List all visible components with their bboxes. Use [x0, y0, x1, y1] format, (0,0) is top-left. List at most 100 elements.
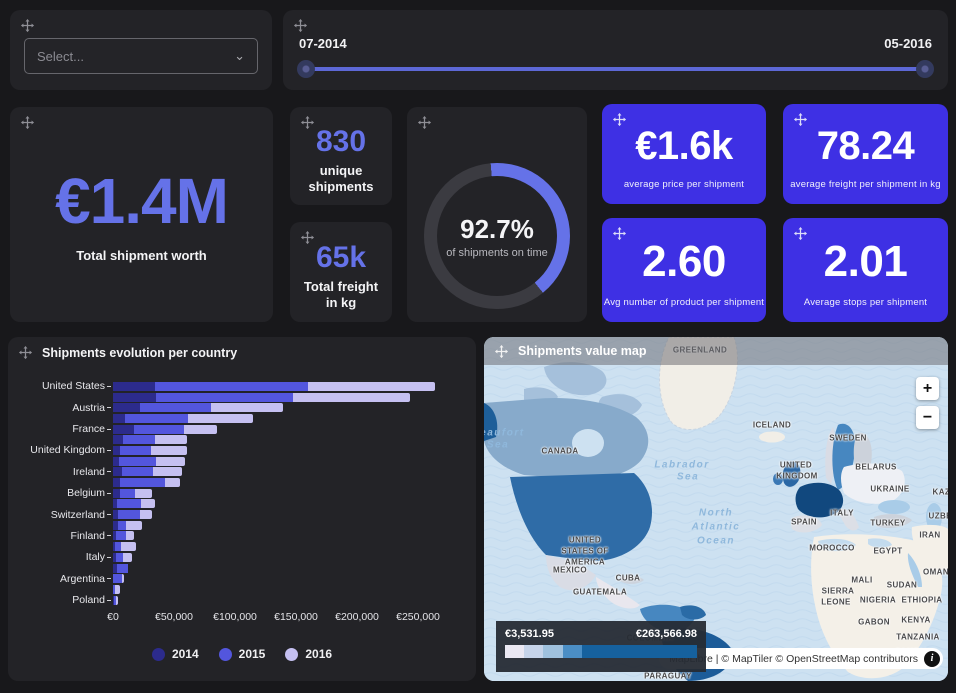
- bar-segment-2015: [123, 435, 155, 445]
- bar-segment-2015: [115, 542, 121, 552]
- map-country-label: KINGDOM: [776, 471, 818, 481]
- map-country-label: SUDAN: [886, 580, 918, 590]
- on-time-value: 92.7%: [460, 213, 534, 244]
- kpi-total-worth-card: €1.4M Total shipment worth: [10, 107, 273, 322]
- bar-segment-2015: [113, 574, 122, 584]
- bar-segment-2016: [140, 510, 152, 520]
- legend-dot: [218, 647, 232, 661]
- bar-segment-2014: [113, 488, 120, 498]
- bar-row: United Kingdom: [8, 444, 470, 456]
- chart-title: Shipments evolution per country: [42, 345, 238, 360]
- kpi-on-time-card: 92.7% of shipments on time: [407, 107, 587, 322]
- kpi-total-freight-card: 65k Total freight in kg: [290, 222, 392, 322]
- stacked-bar: [113, 595, 118, 605]
- drag-handle-icon[interactable]: [494, 344, 509, 359]
- bar-row: [8, 477, 470, 488]
- kpi-avg-freight-label: average freight per shipment in kg: [790, 179, 941, 190]
- slider-handle-end[interactable]: [916, 60, 934, 78]
- world-map[interactable]: [484, 337, 948, 681]
- map-legend-gradient: [505, 645, 697, 658]
- bar-segment-2014: [113, 392, 156, 402]
- legend-color-step: [562, 645, 582, 658]
- bar-segment-2016: [165, 478, 180, 488]
- bar-segment-2016: [135, 488, 152, 498]
- bar-segment-2015: [117, 563, 128, 573]
- legend-item-2015[interactable]: 2015: [218, 647, 265, 661]
- chevron-down-icon: ⌄: [234, 48, 245, 63]
- bar-segment-2014: [113, 478, 120, 488]
- legend-item-2016[interactable]: 2016: [285, 647, 332, 661]
- bar-segment-2014: [113, 499, 117, 509]
- map-country-label: KAZAKHSTAN: [932, 487, 948, 497]
- on-time-label: of shipments on time: [446, 246, 548, 259]
- map-country-label: IRAN: [919, 530, 941, 540]
- legend-color-step: [543, 645, 563, 658]
- bar-segment-2015: [114, 595, 116, 605]
- kpi-total-worth-label: Total shipment worth: [76, 248, 207, 264]
- bar-segment-2016: [153, 467, 182, 477]
- drag-handle-icon[interactable]: [20, 18, 35, 33]
- kpi-avg-stops-value: 2.01: [823, 236, 908, 286]
- drag-handle-icon[interactable]: [18, 345, 33, 360]
- x-tick-label: €200,000: [335, 611, 379, 623]
- legend-dot: [285, 647, 299, 661]
- shipments-value-map-card: GREENLANDBeaufortSeaCANADAICELANDSWEDENU…: [484, 337, 948, 681]
- map-ocean-label: Atlantic: [691, 521, 741, 533]
- bar-row: Switzerland: [8, 508, 470, 521]
- bar-segment-2016: [121, 542, 136, 552]
- kpi-avg-freight-card: 78.24 average freight per shipment in kg: [783, 104, 948, 204]
- bar-segment-2016: [126, 520, 143, 530]
- date-range-start: 07-2014: [299, 36, 347, 51]
- kpi-avg-stops-label: Average stops per shipment: [803, 296, 928, 308]
- bar-row: Poland: [8, 594, 470, 606]
- bar-segment-2016: [122, 574, 124, 584]
- stacked-bar: [113, 445, 187, 455]
- bar-row-label: Argentina: [60, 572, 105, 585]
- bar-segment-2014: [113, 531, 116, 541]
- map-country-label: LEONE: [821, 597, 851, 607]
- shipments-evolution-chart-card: Shipments evolution per country United S…: [8, 337, 476, 681]
- drag-handle-icon[interactable]: [293, 18, 308, 33]
- bar-segment-2016: [115, 584, 120, 594]
- bar-row: Ireland: [8, 466, 470, 478]
- kpi-avg-products-card: 2.60 Avg number of product per shipment: [602, 218, 766, 322]
- y-tick-mark: [105, 556, 113, 558]
- kpi-avg-freight-value: 78.24: [816, 124, 915, 168]
- stacked-bar: [113, 499, 155, 509]
- bar-row: [8, 392, 470, 403]
- kpi-unique-shipments-value: 830: [315, 124, 367, 158]
- y-tick-mark: [105, 449, 113, 451]
- bar-row: [8, 520, 470, 531]
- bar-segment-2016: [292, 392, 410, 402]
- map-ocean-label: Ocean: [696, 535, 736, 547]
- bar-row: [8, 413, 470, 424]
- map-zoom-out-button[interactable]: −: [916, 406, 939, 429]
- slider-track[interactable]: [305, 67, 926, 71]
- map-zoom-in-button[interactable]: +: [916, 377, 939, 400]
- legend-label: 2014: [171, 647, 199, 661]
- map-country-label: UNITED: [568, 535, 602, 545]
- map-country-label: MEXICO: [553, 565, 587, 575]
- map-country-label: TURKEY: [870, 518, 906, 528]
- map-country-label: SPAIN: [791, 517, 817, 527]
- map-country-label: GUATEMALA: [572, 587, 628, 597]
- legend-item-2014[interactable]: 2014: [151, 647, 199, 661]
- country-select[interactable]: Select... ⌄: [24, 38, 258, 74]
- stacked-bar: [113, 542, 136, 552]
- stacked-bar: [113, 467, 182, 477]
- bar-row-label: Italy: [85, 551, 105, 564]
- bar-row-label: Switzerland: [50, 508, 105, 521]
- y-tick-mark: [105, 514, 113, 516]
- bar-row: United States: [8, 380, 470, 392]
- bar-segment-2015: [113, 584, 115, 594]
- stacked-bar: [113, 424, 217, 434]
- bar-segment-2014: [113, 413, 125, 423]
- legend-label: 2016: [305, 647, 333, 661]
- map-title-bar: Shipments value map: [484, 337, 948, 365]
- date-range-slider[interactable]: [297, 60, 934, 78]
- drag-handle-icon[interactable]: [417, 115, 432, 130]
- info-icon[interactable]: i: [924, 650, 940, 667]
- map-country-label: GABON: [858, 617, 890, 627]
- map-country-label: BELARUS: [855, 462, 897, 472]
- slider-handle-start[interactable]: [297, 60, 315, 78]
